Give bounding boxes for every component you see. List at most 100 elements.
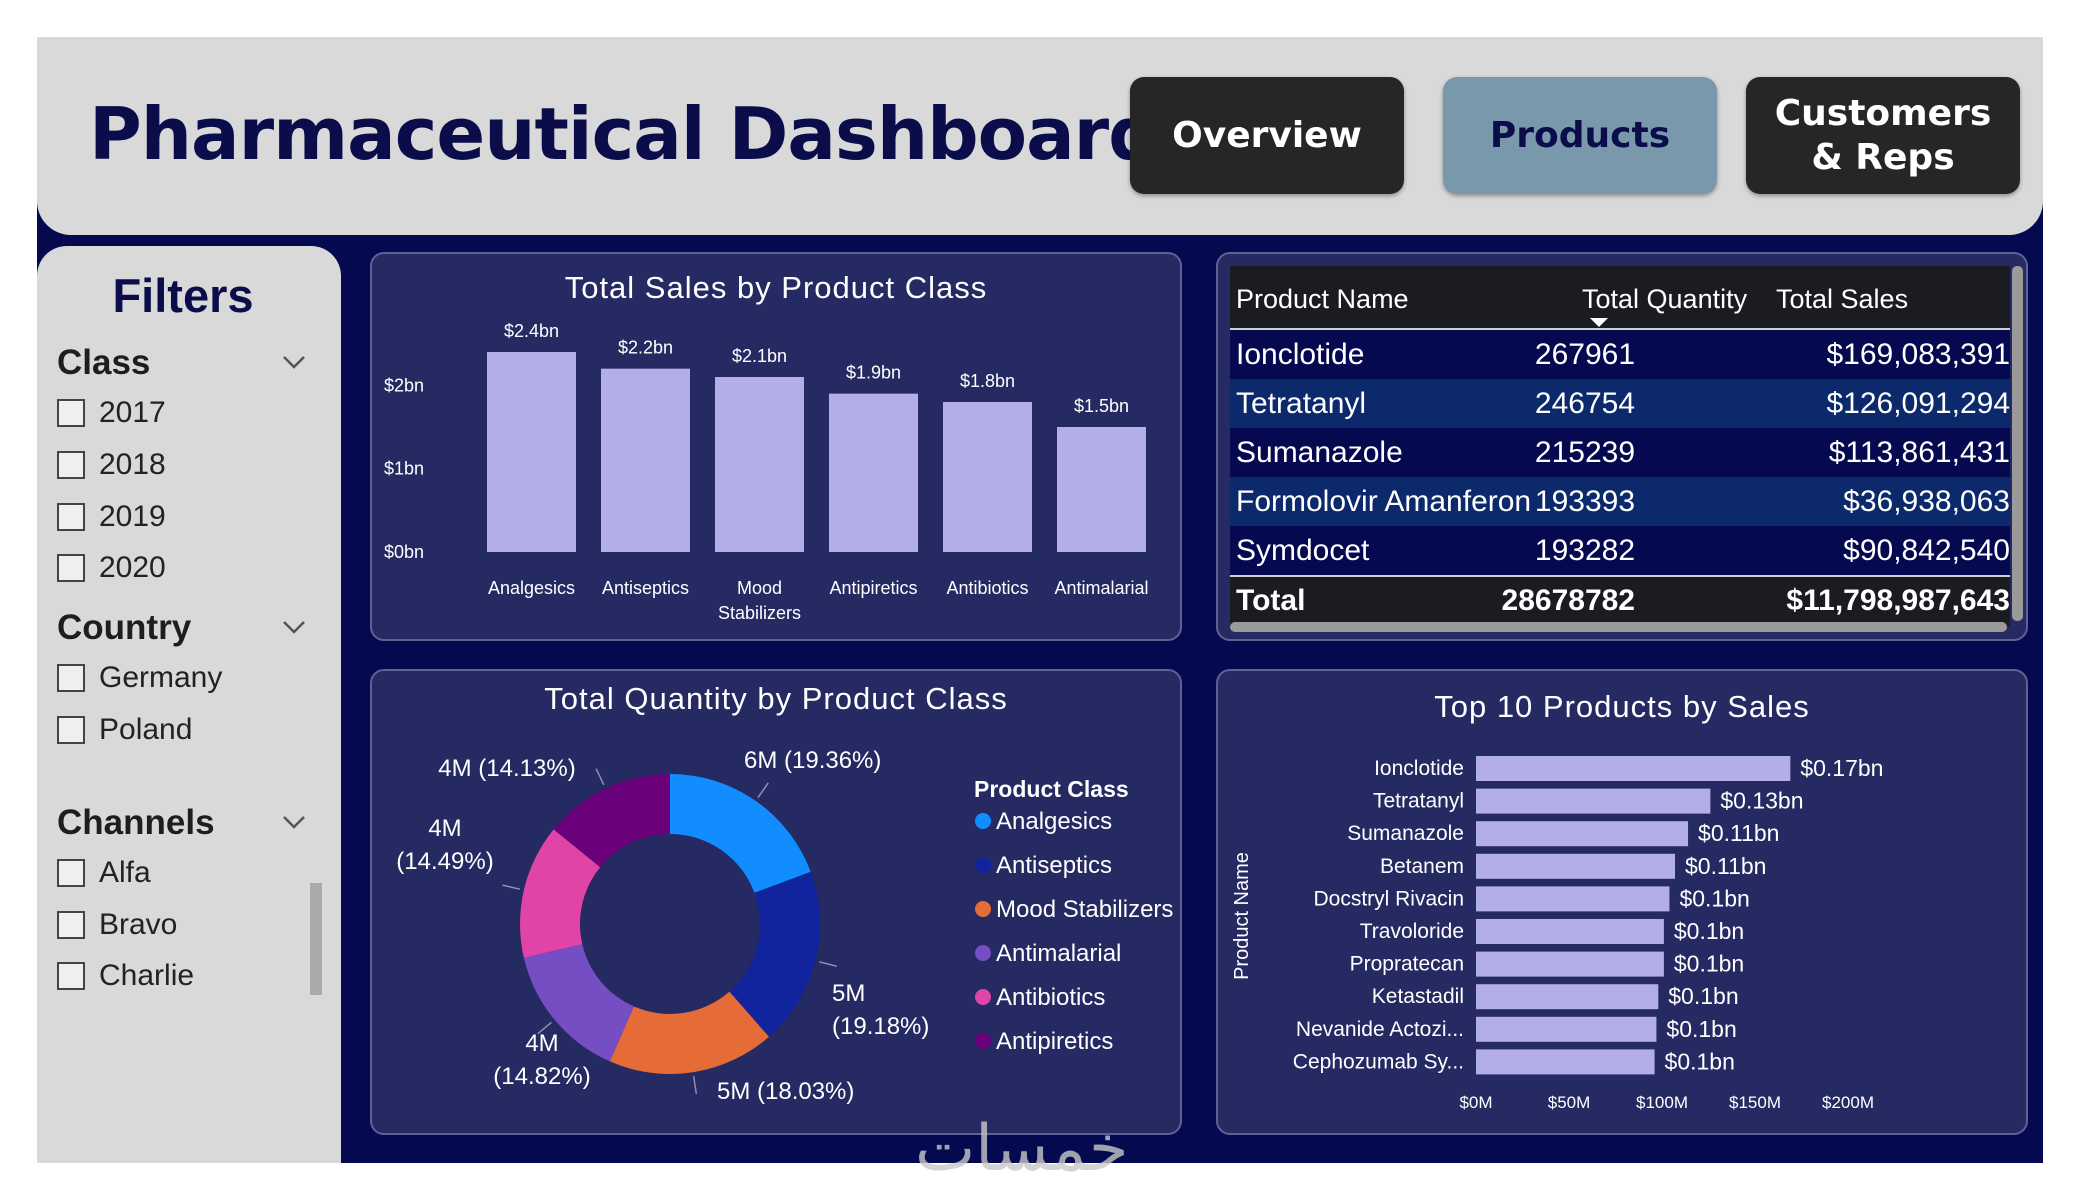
cell-total-sales: $36,938,063 — [1843, 485, 2010, 518]
table-body: Ionclotide 267961 $169,083,391 Tetratanyl 24… — [1230, 330, 2010, 575]
nav-products-button[interactable]: Products — [1443, 77, 1717, 194]
category-label: Travoloride — [1360, 920, 1464, 943]
chevron-down-icon[interactable] — [282, 350, 306, 374]
bar[interactable] — [601, 368, 690, 552]
filter-option-label: 2020 — [99, 551, 166, 584]
sort-desc-icon[interactable] — [1590, 318, 1608, 328]
bar[interactable] — [1476, 886, 1670, 912]
legend-item[interactable]: Analgesics — [996, 808, 1112, 835]
filter-option-poland[interactable]: Poland — [57, 713, 192, 747]
checkbox[interactable] — [57, 859, 85, 887]
checkbox[interactable] — [57, 716, 85, 744]
donut-slice[interactable] — [729, 871, 820, 1037]
x-tick-label: $150M — [1729, 1093, 1781, 1112]
donut-slice[interactable] — [520, 829, 601, 958]
donut-slice[interactable] — [670, 774, 811, 893]
donut-slice[interactable] — [523, 944, 634, 1062]
filter-option-bravo[interactable]: Bravo — [57, 908, 177, 942]
table-row[interactable]: Tetratanyl 246754 $126,091,294 — [1230, 379, 2010, 428]
bar-data-label: $1.9bn — [846, 363, 901, 383]
category-label: Betanem — [1380, 855, 1464, 878]
bar[interactable] — [1476, 788, 1711, 814]
cell-total-quantity: 215239 — [1534, 436, 1635, 469]
x-tick-label: Antimalarial — [1054, 578, 1148, 598]
col-total-quantity[interactable]: Total Quantity — [1582, 284, 1748, 314]
nav-customers-reps-button[interactable]: Customers & Reps — [1746, 77, 2020, 194]
leader-line — [595, 768, 605, 786]
checkbox[interactable] — [57, 911, 85, 939]
total-quantity: 28678782 — [1501, 584, 1635, 617]
filter-option-2018[interactable]: 2018 — [57, 448, 166, 482]
bar[interactable] — [1057, 427, 1146, 552]
legend-item[interactable]: Antiseptics — [996, 852, 1112, 879]
legend-marker — [975, 1033, 991, 1049]
table-v-scrollbar[interactable] — [2012, 266, 2023, 621]
bar[interactable] — [1476, 1016, 1657, 1042]
checkbox[interactable] — [57, 554, 85, 582]
table-row[interactable]: Sumanazole 215239 $113,861,431 — [1230, 428, 2010, 477]
quantity-by-class-card: Total Quantity by Product Class 6M (19.3… — [370, 669, 1182, 1135]
bar[interactable] — [1476, 756, 1791, 781]
checkbox[interactable] — [57, 664, 85, 692]
col-product-name[interactable]: Product Name — [1236, 284, 1409, 314]
bar[interactable] — [487, 352, 576, 552]
filters-scrollbar[interactable] — [310, 883, 322, 995]
bar[interactable] — [829, 393, 918, 552]
bar[interactable] — [1476, 919, 1664, 944]
col-total-sales[interactable]: Total Sales — [1776, 284, 1909, 314]
legend-item[interactable]: Antimalarial — [996, 940, 1121, 967]
checkbox[interactable] — [57, 503, 85, 531]
chevron-down-icon[interactable] — [282, 615, 306, 639]
legend-item[interactable]: Antibiotics — [996, 984, 1105, 1011]
bar[interactable] — [943, 402, 1032, 552]
bar[interactable] — [1476, 821, 1689, 847]
filter-option-germany[interactable]: Germany — [57, 661, 222, 695]
bar-data-label: $0.1bn — [1674, 951, 1744, 977]
chevron-down-icon[interactable] — [282, 810, 306, 834]
bar-data-label: $2.4bn — [504, 321, 559, 341]
filter-group-channels[interactable]: Channels — [57, 803, 215, 842]
filter-option-label: Alfa — [99, 856, 151, 889]
filter-group-country[interactable]: Country — [57, 608, 192, 647]
table-row[interactable]: Symdocet 193282 $90,842,540 — [1230, 526, 2010, 575]
cell-product-name: Tetratanyl — [1236, 387, 1367, 420]
quantity-by-class-chart: 6M (19.36%) 5M (19.18%) 5M (18.03%) 4M (14.82… — [396, 747, 1173, 1105]
bar[interactable] — [1476, 951, 1664, 977]
bar-data-label: $0.1bn — [1666, 1016, 1736, 1042]
category-label: Sumanazole — [1347, 822, 1464, 845]
filter-option-2019[interactable]: 2019 — [57, 500, 166, 534]
donut-data-label: (14.49%) — [396, 848, 493, 875]
donut-data-label: 5M (18.03%) — [717, 1078, 854, 1105]
bar[interactable] — [715, 377, 804, 552]
filter-group-class[interactable]: Class — [57, 343, 151, 382]
category-label: Cephozumab Sy... — [1293, 1050, 1464, 1073]
x-tick-label: Antiseptics — [602, 578, 689, 598]
bar[interactable] — [1476, 984, 1659, 1010]
checkbox[interactable] — [57, 962, 85, 990]
donut-slice[interactable] — [609, 991, 769, 1074]
donut-data-label: (14.82%) — [493, 1063, 590, 1090]
filter-option-label: 2019 — [99, 500, 166, 533]
total-label: Total — [1236, 584, 1306, 617]
legend-marker — [975, 813, 991, 829]
checkbox[interactable] — [57, 451, 85, 479]
table-row[interactable]: Ionclotide 267961 $169,083,391 — [1230, 330, 2010, 379]
quantity-by-class-title: Total Quantity by Product Class — [544, 681, 1008, 716]
bar[interactable] — [1476, 853, 1676, 879]
checkbox[interactable] — [57, 399, 85, 427]
donut-data-label: 4M (14.13%) — [438, 755, 575, 782]
total-sales: $11,798,987,643 — [1786, 584, 2010, 617]
legend-item[interactable]: Antipiretics — [996, 1028, 1113, 1055]
bar[interactable] — [1476, 1049, 1655, 1075]
donut-slice[interactable] — [553, 774, 670, 868]
filter-option-2020[interactable]: 2020 — [57, 551, 166, 585]
legend-item[interactable]: Mood Stabilizers — [996, 896, 1173, 923]
nav-overview-button[interactable]: Overview — [1130, 77, 1404, 194]
filter-option-charlie[interactable]: Charlie — [57, 959, 194, 993]
filter-option-alfa[interactable]: Alfa — [57, 856, 151, 890]
legend-marker — [975, 857, 991, 873]
filter-option-2017[interactable]: 2017 — [57, 396, 166, 430]
cell-product-name: Sumanazole — [1236, 436, 1403, 469]
table-row[interactable]: Formolovir Amanferon 193393 $36,938,063 — [1230, 477, 2010, 526]
table-h-scrollbar[interactable] — [1230, 622, 2007, 632]
